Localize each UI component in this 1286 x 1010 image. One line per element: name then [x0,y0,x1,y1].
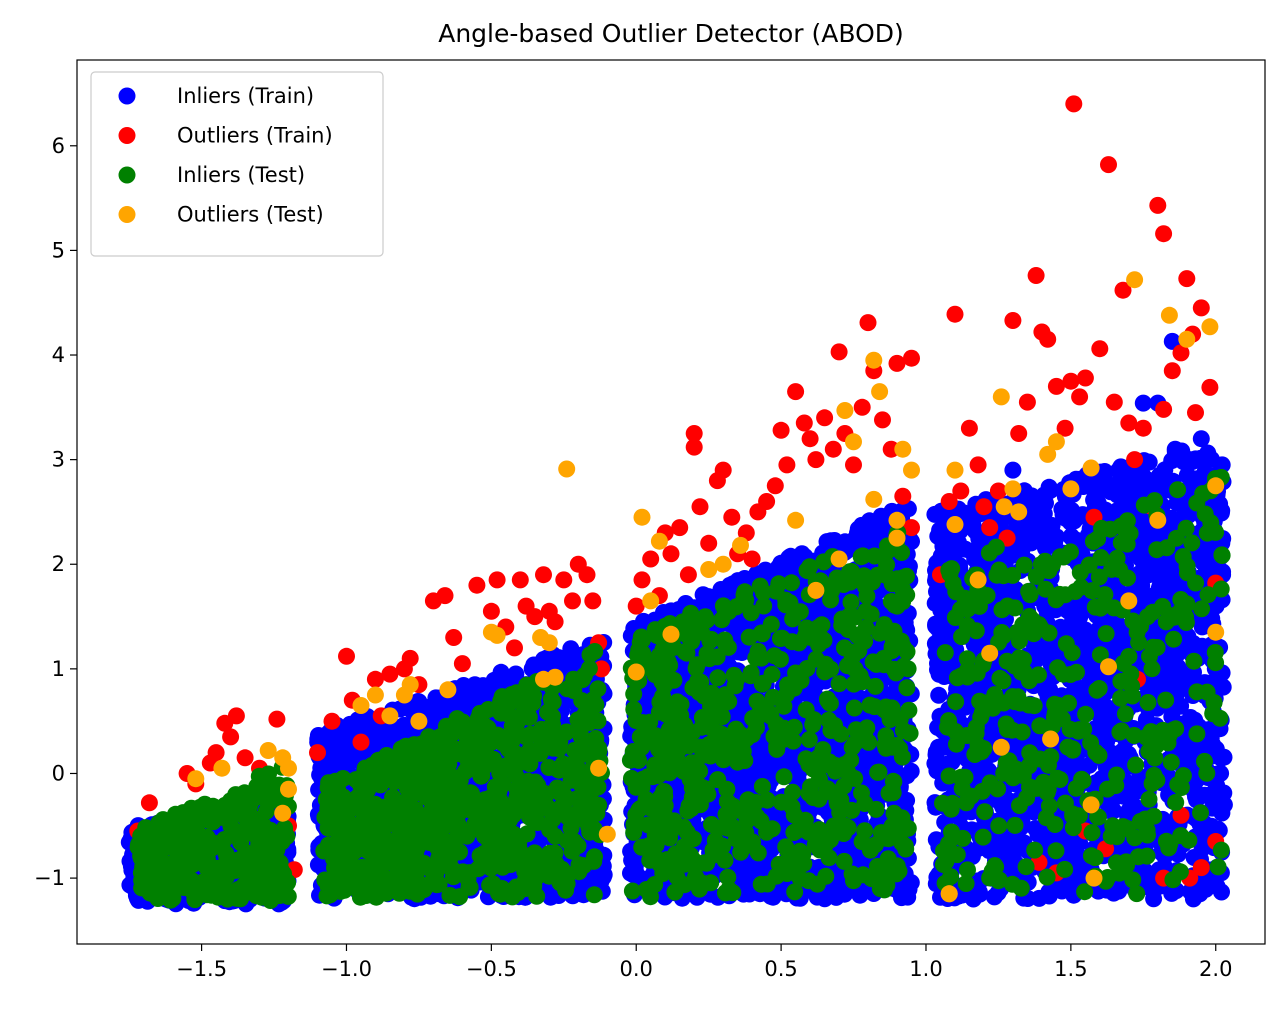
point-series-0 [324,734,342,752]
point-series-0 [438,693,456,711]
point-series-0 [1043,525,1061,543]
point-series-0 [1193,618,1211,636]
point-series-0 [717,582,735,600]
point-series-0 [929,738,947,756]
point-series-0 [902,762,920,780]
point-series-0 [1140,453,1158,471]
point-series-0 [787,650,805,668]
point-series-0 [1042,481,1060,499]
point-series-0 [525,656,543,674]
point-series-0 [1124,484,1142,502]
points-layer [120,95,1233,913]
point-series-0 [1208,877,1226,895]
point-series-0 [836,885,854,903]
point-series-0 [873,514,891,532]
point-series-0 [1077,629,1095,647]
point-series-0 [330,757,348,775]
point-series-0 [818,533,836,551]
point-series-0 [558,654,576,672]
point-series-0 [805,680,823,698]
chart-title: Angle-based Outlier Detector (ABOD) [438,19,904,48]
point-series-0 [342,747,360,765]
point-series-0 [1040,883,1058,901]
point-series-0 [894,881,912,899]
point-series-0 [542,888,560,906]
point-series-0 [405,699,423,717]
point-series-0 [467,688,485,706]
